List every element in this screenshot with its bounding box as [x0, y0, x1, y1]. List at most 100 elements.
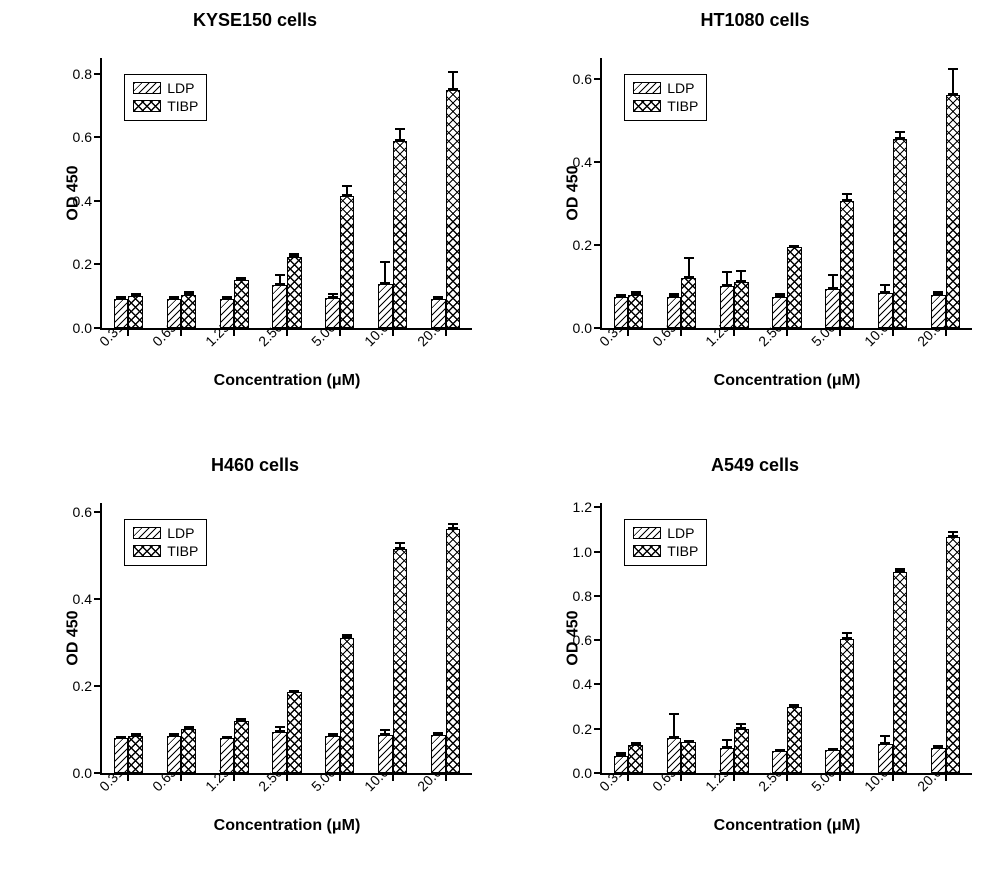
errorbar-ldp: [279, 274, 281, 285]
bar-tibp: [681, 742, 696, 773]
bar-tibp: [393, 141, 408, 328]
errorbar-ldp: [832, 274, 834, 289]
xtick: [127, 773, 129, 781]
bar-tibp: [446, 90, 461, 328]
errorbar-tibp: [135, 733, 137, 736]
errorbar-ldp: [832, 748, 834, 750]
errorbar-tibp: [399, 542, 401, 549]
bar-ldp: [167, 299, 182, 328]
errorbar-ldp: [332, 293, 334, 298]
xtick: [733, 773, 735, 781]
errorbar-tibp: [240, 718, 242, 721]
xtick: [839, 773, 841, 781]
errorbar-ldp: [726, 739, 728, 748]
xtick: [339, 773, 341, 781]
legend-swatch-tibp: [633, 100, 661, 112]
bar-tibp: [181, 295, 196, 328]
errorbar-ldp: [226, 296, 228, 300]
x-axis-label: Concentration (μM): [602, 817, 972, 835]
errorbar-ldp: [673, 713, 675, 737]
errorbar-ldp: [226, 736, 228, 739]
bar-ldp: [667, 297, 682, 328]
bar-ldp: [220, 738, 235, 773]
bar-ldp: [878, 744, 893, 773]
errorbar-ldp: [726, 271, 728, 287]
legend-swatch-tibp: [133, 545, 161, 557]
errorbar-tibp: [688, 740, 690, 742]
errorbar-ldp: [884, 735, 886, 744]
ytick-label: 0.2: [73, 678, 102, 694]
panel-a549: A549 cells 0.00.20.40.60.81.01.2OD 450Con…: [520, 455, 990, 885]
bar-tibp: [628, 745, 643, 773]
plot-area: 0.00.20.40.6OD 450Concentration (μM)0.31…: [600, 58, 972, 330]
legend-row-tibp: TIBP: [133, 97, 198, 115]
bar-tibp: [787, 707, 802, 773]
errorbar-tibp: [793, 245, 795, 247]
bar-ldp: [931, 295, 946, 328]
panel-kyse150: KYSE150 cells0.00.20.40.60.8OD 450Concen…: [20, 10, 490, 440]
bar-tibp: [946, 537, 961, 773]
errorbar-tibp: [188, 291, 190, 295]
errorbar-ldp: [620, 294, 622, 297]
errorbar-ldp: [120, 736, 122, 739]
xtick: [286, 328, 288, 336]
xtick: [839, 328, 841, 336]
bar-ldp: [614, 756, 629, 773]
bar-tibp: [681, 278, 696, 328]
bar-tibp: [287, 257, 302, 328]
errorbar-tibp: [740, 723, 742, 729]
plot-area: 0.00.20.40.60.81.01.2OD 450Concentration…: [600, 503, 972, 775]
legend-swatch-ldp: [133, 527, 161, 539]
errorbar-tibp: [846, 193, 848, 201]
legend-row-ldp: LDP: [633, 524, 698, 542]
errorbar-ldp: [937, 291, 939, 294]
legend-row-ldp: LDP: [133, 79, 198, 97]
bar-ldp: [667, 738, 682, 773]
panel-title: A549 cells: [520, 455, 990, 476]
x-axis-label: Concentration (μM): [102, 817, 472, 835]
legend-label: TIBP: [167, 97, 198, 115]
errorbar-ldp: [779, 749, 781, 751]
ytick-label: 0.6: [573, 71, 602, 87]
errorbar-ldp: [437, 732, 439, 735]
legend-row-ldp: LDP: [633, 79, 698, 97]
panel-ht1080: HT1080 cells0.00.20.40.6OD 450Concentrat…: [520, 10, 990, 440]
bar-ldp: [772, 751, 787, 773]
errorbar-ldp: [332, 733, 334, 736]
errorbar-ldp: [173, 296, 175, 300]
x-axis-label: Concentration (μM): [102, 372, 472, 390]
errorbar-tibp: [846, 632, 848, 639]
bar-ldp: [878, 293, 893, 328]
bar-tibp: [893, 139, 908, 328]
xtick: [733, 328, 735, 336]
bar-tibp: [734, 729, 749, 773]
bar-ldp: [825, 289, 840, 328]
errorbar-ldp: [279, 726, 281, 731]
xtick: [680, 773, 682, 781]
ytick-label: 1.2: [573, 499, 602, 515]
errorbar-tibp: [346, 185, 348, 196]
bar-ldp: [220, 299, 235, 328]
errorbar-tibp: [952, 531, 954, 538]
errorbar-tibp: [188, 726, 190, 729]
xtick: [680, 328, 682, 336]
bar-tibp: [128, 736, 143, 773]
errorbar-tibp: [452, 71, 454, 90]
plot-area: 0.00.20.40.6OD 450Concentration (μM)0.31…: [100, 503, 472, 775]
errorbar-tibp: [293, 253, 295, 256]
bar-tibp: [840, 639, 855, 773]
bar-ldp: [272, 732, 287, 773]
ytick-label: 0.4: [73, 591, 102, 607]
y-axis-label: OD 450: [565, 610, 583, 665]
xtick: [786, 773, 788, 781]
ytick-label: 0.6: [73, 504, 102, 520]
legend: LDPTIBP: [624, 74, 707, 120]
ytick-label: 0.0: [73, 320, 102, 336]
ytick-label: 0.2: [573, 237, 602, 253]
ytick-label: 0.2: [573, 721, 602, 737]
bar-ldp: [325, 298, 340, 328]
bar-ldp: [378, 735, 393, 773]
bar-ldp: [825, 750, 840, 773]
bar-ldp: [114, 738, 129, 773]
panel-title: KYSE150 cells: [20, 10, 490, 31]
